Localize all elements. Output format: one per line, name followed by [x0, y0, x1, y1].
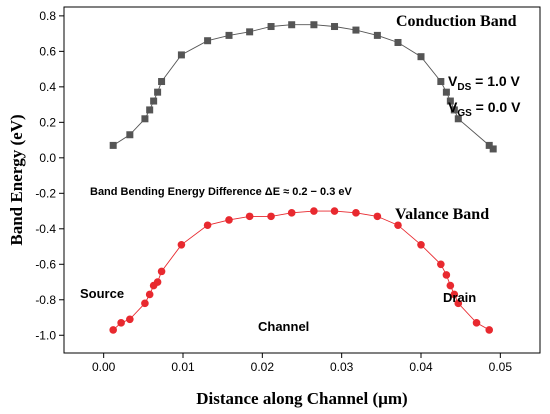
data-point [177, 240, 186, 249]
data-point [454, 299, 463, 308]
y-tick-label: 0.6 [39, 44, 56, 58]
x-tick-label: 0.00 [92, 360, 116, 374]
vds-label: VDS = 1.0 V [448, 73, 521, 93]
y-tick-label: -0.6 [35, 257, 56, 271]
data-point [331, 23, 339, 31]
data-point [310, 21, 318, 29]
series-conduction-band [109, 21, 497, 153]
data-point [373, 31, 381, 39]
data-point [109, 326, 117, 334]
data-point [157, 267, 166, 276]
data-point [150, 97, 158, 105]
y-axis-label: Band Energy (eV) [7, 114, 26, 245]
y-tick-label: -0.8 [35, 293, 56, 307]
vgs-symbol: V [448, 99, 458, 115]
vgs-subscript: GS [457, 108, 472, 119]
vds-value: = 1.0 V [471, 73, 520, 89]
series-line [112, 24, 494, 150]
data-point [417, 53, 425, 61]
data-point [204, 37, 212, 45]
data-point [352, 26, 360, 34]
x-tick-label: 0.03 [330, 360, 354, 374]
data-point [450, 106, 458, 114]
data-point [417, 240, 425, 249]
y-tick-label: 0.0 [39, 151, 56, 165]
data-point [446, 281, 455, 290]
valence-band-label: Valance Band [395, 206, 489, 223]
conduction-band-label: Conduction Band [396, 13, 517, 30]
vgs-value: = 0.0 V [472, 99, 521, 115]
y-tick-label: -0.2 [35, 186, 56, 200]
x-tick-label: 0.05 [489, 360, 513, 374]
data-point [158, 78, 166, 86]
x-axis-label: Distance along Channel (µm) [196, 389, 407, 408]
data-point [454, 115, 462, 123]
channel-label: Channel [258, 319, 309, 334]
x-tick-label: 0.02 [251, 360, 275, 374]
data-point [146, 106, 154, 114]
data-point [442, 271, 451, 279]
data-point [246, 28, 254, 36]
data-point [437, 78, 445, 86]
data-point [117, 319, 125, 327]
data-point [126, 315, 134, 324]
data-point [245, 212, 254, 221]
y-tick-label: 0.4 [39, 80, 56, 94]
vds-subscript: DS [457, 82, 471, 93]
data-point [485, 141, 493, 149]
data-point [446, 97, 454, 105]
y-tick-label: -0.4 [35, 222, 56, 236]
data-point [109, 141, 117, 149]
series-line [112, 210, 490, 331]
data-point [141, 299, 149, 308]
data-point [472, 319, 481, 327]
band-bending-annotation: Band Bending Energy Difference ΔE ≈ 0.2 … [90, 186, 352, 198]
y-tick-label: -1.0 [35, 328, 56, 342]
y-tick-label: 0.2 [39, 115, 56, 129]
data-point [288, 21, 296, 29]
data-point [352, 209, 360, 217]
source-label: Source [80, 286, 124, 301]
data-point [126, 131, 134, 139]
data-point [267, 23, 275, 31]
data-point [489, 145, 497, 153]
data-point [394, 38, 402, 46]
series-valence-band [109, 207, 494, 334]
series-layer [109, 21, 497, 334]
vds-symbol: V [448, 73, 458, 89]
data-point [267, 212, 275, 221]
data-point [330, 207, 339, 215]
data-point [154, 88, 162, 96]
y-tick-label: 0.8 [39, 9, 56, 23]
data-point [437, 260, 445, 269]
data-point [203, 221, 212, 230]
data-point [153, 278, 162, 286]
data-point [225, 31, 233, 39]
data-point [442, 88, 450, 96]
data-point [225, 216, 233, 224]
data-point [394, 221, 402, 230]
plot-frame [63, 6, 541, 354]
x-tick-label: 0.04 [409, 360, 433, 374]
data-point [310, 207, 318, 215]
tick-layer: 0.00 0.01 0.02 0.03 0.04 0.05 0.8 0.6 0.4 0.2 0.0 -… [35, 9, 512, 374]
data-point [373, 212, 382, 221]
data-point [141, 115, 149, 123]
drain-label: Drain [443, 290, 476, 305]
data-point [287, 209, 296, 217]
data-point [177, 51, 185, 59]
vgs-label: VGS = 0.0 V [448, 99, 521, 119]
data-point [145, 290, 154, 299]
x-tick-label: 0.01 [171, 360, 195, 374]
data-point [485, 326, 494, 334]
data-point [450, 290, 459, 299]
